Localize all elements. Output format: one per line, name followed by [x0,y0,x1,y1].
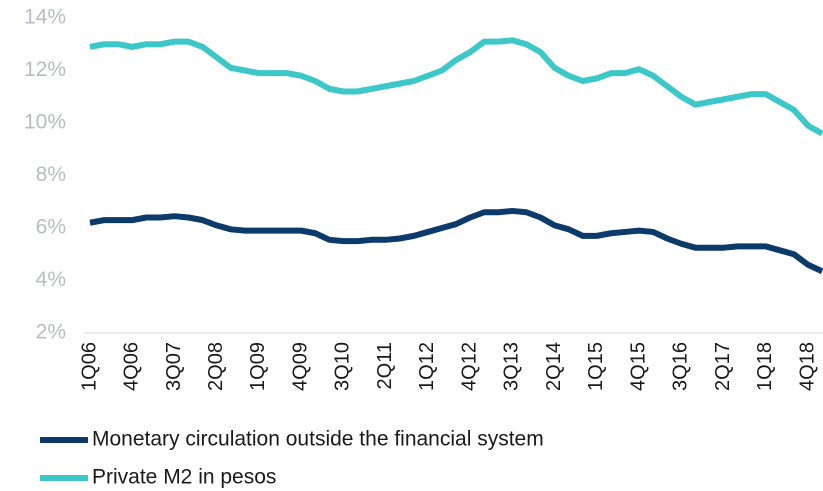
x-tick-label: 2Q11 [374,342,396,389]
x-tick-label: 3Q07 [163,342,185,391]
y-tick-label: 12% [24,58,66,81]
x-tick-label: 4Q09 [289,342,311,391]
x-tick-label: 1Q12 [416,342,438,391]
x-tick-label: 1Q06 [78,342,100,391]
x-tick-label: 3Q10 [332,342,354,391]
y-tick-label: 2% [36,321,66,344]
y-tick-label: 10% [24,111,66,134]
line-series [89,37,823,137]
line-series [89,207,823,275]
x-tick-label: 3Q13 [501,342,523,391]
x-tick-label: 2Q08 [205,342,227,391]
x-tick-label: 4Q18 [796,342,818,391]
x-tick-label: 3Q16 [670,342,692,391]
y-tick-label: 6% [36,216,66,239]
x-tick-label: 2Q17 [712,342,734,391]
x-tick-label: 1Q18 [754,342,776,391]
x-tick-label: 4Q15 [627,342,649,391]
y-tick-label: 4% [36,268,66,291]
y-tick-label: 8% [36,163,66,186]
x-tick-label: 4Q06 [121,342,143,391]
x-tick-label: 1Q09 [247,342,269,391]
x-tick-label: 2Q14 [543,342,565,391]
legend-label: Private M2 in pesos [92,466,276,489]
y-tick-label: 14% [24,6,66,29]
x-tick-label: 4Q12 [458,342,480,391]
legend-label: Monetary circulation outside the financi… [92,428,544,451]
x-tick-label: 1Q15 [585,342,607,391]
